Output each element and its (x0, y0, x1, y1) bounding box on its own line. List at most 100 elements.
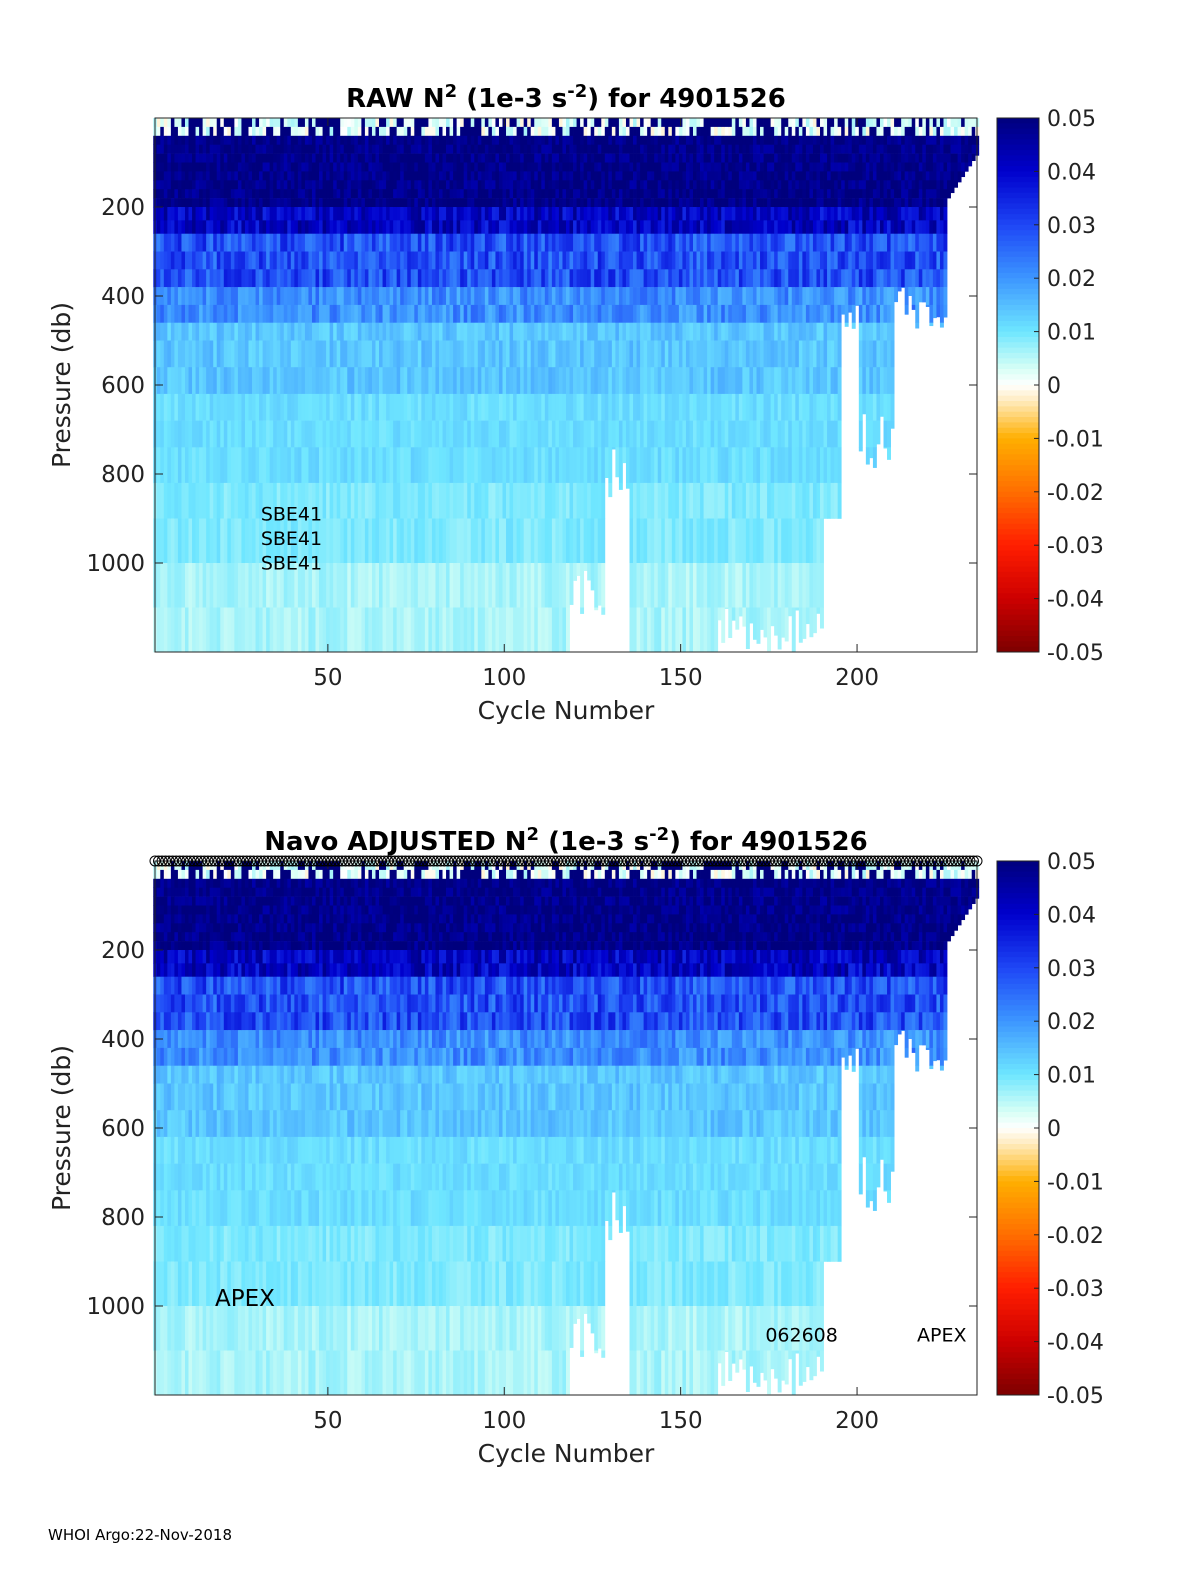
cycle-marker (417, 855, 429, 867)
cycle-marker (160, 855, 172, 867)
cycle-marker (925, 855, 937, 867)
cycle-marker (491, 855, 503, 867)
cycle-marker (410, 855, 422, 867)
cycle-marker (336, 855, 348, 867)
colorbar-tick-label: 0.04 (1047, 160, 1096, 185)
cycle-marker (893, 855, 905, 867)
cycle-marker (636, 855, 648, 867)
annotation-label: 062608 (765, 1325, 838, 1347)
cycle-marker (590, 855, 602, 867)
cycle-marker (879, 855, 891, 867)
colorbar-swatch (997, 1261, 1039, 1268)
cycle-marker (699, 855, 711, 867)
colorbar-swatch (997, 1250, 1039, 1257)
colorbar-swatch (997, 230, 1039, 236)
cycle-markers (149, 855, 983, 867)
cycle-marker (653, 855, 665, 867)
colorbar-swatch (997, 1117, 1039, 1124)
colorbar-tick-label: -0.04 (1047, 588, 1104, 613)
colorbar-swatch (997, 641, 1039, 648)
cycle-marker (689, 855, 701, 867)
cycle-marker (837, 855, 849, 867)
cycle-marker (696, 855, 708, 867)
cycle-marker (537, 855, 549, 867)
cycle-marker (396, 855, 408, 867)
cycle-marker (819, 855, 831, 867)
colorbar-swatch (997, 272, 1039, 279)
colorbar-swatch (997, 379, 1039, 386)
colorbar-swatch (997, 1021, 1039, 1028)
cycle-marker (340, 855, 352, 867)
colorbar-swatch (997, 1138, 1039, 1145)
cycle-marker (516, 855, 528, 867)
cycle-marker (438, 855, 450, 867)
colorbar-swatch (997, 1031, 1039, 1038)
annotation-label: APEX (215, 1286, 275, 1312)
cycle-marker (304, 855, 316, 867)
cycle-marker (378, 855, 390, 867)
cycle-marker (234, 855, 246, 867)
cycle-marker (523, 855, 535, 867)
cycle-marker (477, 855, 489, 867)
colorbar-swatch (997, 577, 1039, 584)
cycle-marker (664, 855, 676, 867)
cycle-marker (823, 855, 835, 867)
colorbar-swatch (997, 566, 1039, 573)
x-axis-label: Cycle Number (478, 696, 655, 725)
cycle-marker (876, 855, 888, 867)
cycle-marker (318, 855, 330, 867)
cycle-marker (156, 855, 168, 867)
cycle-marker (809, 855, 821, 867)
x-tick-label: 100 (482, 665, 526, 691)
colorbar-swatch (997, 999, 1039, 1006)
colorbar-tick-label: 0.02 (1047, 267, 1096, 292)
colorbar-swatch (997, 198, 1039, 204)
colorbar-swatch (997, 320, 1039, 327)
cycle-marker (668, 855, 680, 867)
cycle-marker (855, 855, 867, 867)
cycle-marker (784, 855, 796, 867)
cycle-marker (428, 855, 440, 867)
cycle-marker (223, 855, 235, 867)
colorbar-swatch (997, 294, 1039, 301)
colorbar-swatch (997, 539, 1039, 546)
colorbar-swatch (997, 903, 1039, 910)
cycle-marker (399, 855, 411, 867)
colorbar-swatch (997, 176, 1039, 183)
colorbar-swatch (997, 1277, 1039, 1284)
cycle-marker (742, 855, 754, 867)
cycle-marker (915, 855, 927, 867)
cycle-marker (661, 855, 673, 867)
colorbar-tick-label: -0.03 (1047, 534, 1104, 559)
cycle-marker (269, 855, 281, 867)
cycle-marker (198, 855, 210, 867)
cycle-marker (470, 855, 482, 867)
cycle-marker (357, 855, 369, 867)
colorbar-swatch (997, 1090, 1039, 1097)
colorbar-swatch (997, 470, 1039, 477)
cycle-marker (153, 855, 165, 867)
y-tick-label: 200 (101, 938, 145, 964)
cycle-marker (678, 855, 690, 867)
cycle-marker (957, 855, 969, 867)
colorbar-swatch (997, 1378, 1039, 1385)
colorbar-swatch (997, 1197, 1039, 1204)
cycle-marker (812, 855, 824, 867)
colorbar-swatch (997, 518, 1039, 525)
colorbar-swatch (997, 1373, 1039, 1380)
cycle-marker (509, 855, 521, 867)
cycle-marker (350, 855, 362, 867)
colorbar-swatch (997, 1304, 1039, 1311)
cycle-marker (629, 855, 641, 867)
cycle-marker (890, 855, 902, 867)
chart-panel-1: 50 100 150 200 200 400 600 800 1000 Cycle Number P… (47, 81, 1104, 726)
colorbar-swatch (997, 571, 1039, 578)
cycle-marker (586, 855, 598, 867)
cycle-marker (788, 855, 800, 867)
colorbar-tick-label: -0.02 (1047, 481, 1104, 506)
cycle-marker (844, 855, 856, 867)
colorbar-swatch (997, 1314, 1039, 1321)
colorbar-swatch (997, 139, 1039, 146)
cycle-marker (883, 855, 895, 867)
colorbar-swatch (997, 385, 1039, 391)
